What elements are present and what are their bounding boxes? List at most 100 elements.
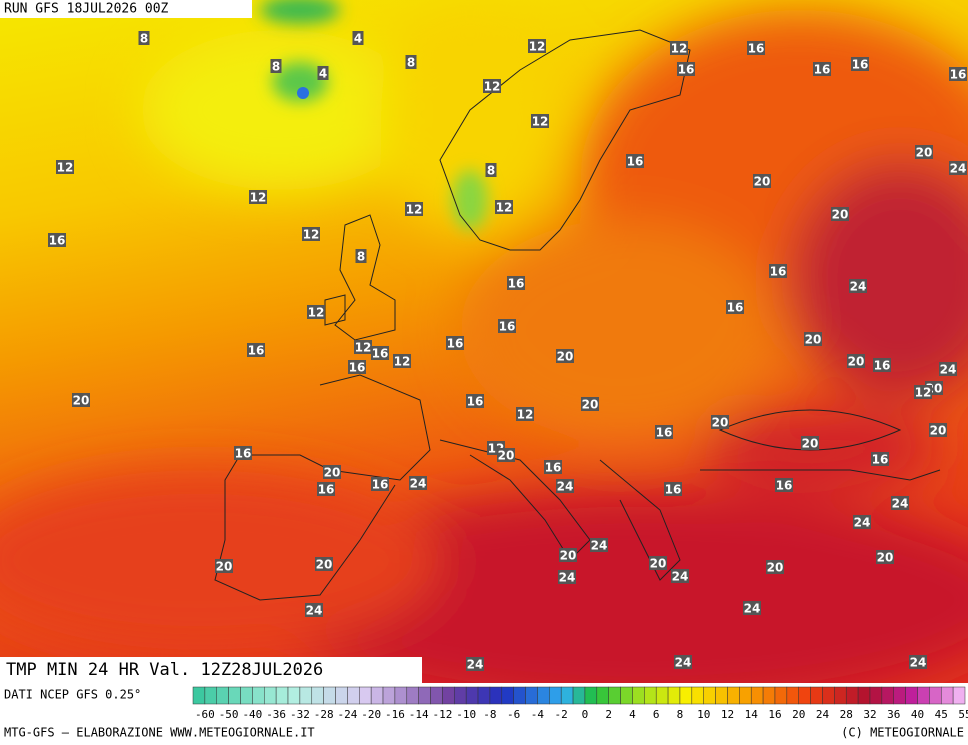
- label-box: [949, 161, 967, 175]
- map-label: 16: [248, 344, 265, 358]
- map-label: 16: [235, 447, 252, 461]
- label-box: [711, 415, 729, 429]
- colorbar-swatch: [655, 686, 669, 705]
- map-label: 16: [678, 63, 695, 77]
- colorbar-swatch: [513, 686, 526, 705]
- colorbar-label: 28: [840, 708, 853, 721]
- map-label: 16: [349, 361, 366, 375]
- colorbar-label: 12: [721, 708, 734, 721]
- colorbar-swatch: [822, 686, 835, 705]
- colorbar-label: -2: [555, 708, 568, 721]
- map-label: 20: [930, 424, 947, 438]
- colorbar-swatch: [560, 686, 574, 705]
- map-title: TMP MIN 24 HR Val. 12Z28JUL2026: [6, 660, 323, 680]
- map-label: 12: [529, 40, 546, 54]
- colorbar-label: 14: [745, 708, 759, 721]
- source: DATI NCEP GFS 0.25°: [4, 688, 141, 702]
- map-label: 16: [467, 395, 484, 409]
- label-box: [315, 557, 333, 571]
- label-box: [590, 538, 608, 552]
- label-box: [405, 202, 423, 216]
- map-label: 12: [355, 341, 372, 355]
- map-label: 24: [910, 656, 927, 670]
- map-label: 20: [324, 466, 341, 480]
- colorbar-swatch: [430, 686, 443, 705]
- label-box: [371, 477, 389, 491]
- label-box: [544, 460, 562, 474]
- map-labels: 8 4 8 4 8 12 12 16 16 16 16 16 12 12 16 20 24 12 8 20 12 12 12…: [48, 31, 967, 672]
- label-box: [581, 397, 599, 411]
- colorbar-swatch: [940, 686, 954, 705]
- colorbar-label: -10: [456, 708, 476, 721]
- colorbar-swatch: [774, 686, 788, 705]
- colorbar-swatch: [264, 686, 277, 705]
- label-box: [497, 448, 515, 462]
- colorbar-label: 8: [677, 708, 684, 721]
- map-label: 20: [754, 175, 771, 189]
- map-label: 20: [557, 350, 574, 364]
- map-label: 24: [672, 570, 689, 584]
- map-label: 24: [850, 280, 867, 294]
- colorbar: -60 -50 -40 -36 -32 -28 -24 -20 -16 -14 -12 -10 -8 -6…: [192, 686, 968, 721]
- label-box: [915, 145, 933, 159]
- header-box: [0, 0, 252, 18]
- label-box: [556, 349, 574, 363]
- label-box: [939, 362, 957, 376]
- colorbar-swatch: [644, 686, 657, 705]
- label-box: [302, 227, 320, 241]
- colorbar-swatch: [275, 686, 289, 705]
- map-label: 24: [854, 516, 871, 530]
- label-box: [446, 336, 464, 350]
- colorbar-swatch: [608, 686, 621, 705]
- label-box: [851, 57, 869, 71]
- map-label: 16: [770, 265, 787, 279]
- colorbar-label: -24: [337, 708, 357, 721]
- label-box: [307, 305, 325, 319]
- colorbar-label: -8: [483, 708, 496, 721]
- colorbar-swatch: [489, 686, 503, 705]
- map-label: 12: [484, 80, 501, 94]
- label-box: [670, 41, 688, 55]
- map-label: 24: [467, 658, 484, 672]
- label-box: [48, 233, 66, 247]
- map-label: 16: [318, 483, 335, 497]
- temperature-field: [0, 10, 968, 710]
- colorbar-swatch: [382, 686, 396, 705]
- map-label: 20: [805, 333, 822, 347]
- colorbar-swatch: [525, 686, 538, 705]
- label-box: [914, 385, 932, 399]
- colorbar-swatch: [786, 686, 799, 705]
- label-box: [664, 482, 682, 496]
- label-box: [305, 603, 323, 617]
- colorbar-swatch: [394, 686, 408, 705]
- cold-spots: [260, 0, 488, 230]
- colorbar-label: -28: [314, 708, 334, 721]
- colorbar-swatch: [228, 686, 241, 705]
- map-label: 12: [303, 228, 320, 242]
- map-label: 20: [560, 549, 577, 563]
- map-label: 16: [627, 155, 644, 169]
- colorbar-label: 24: [816, 708, 830, 721]
- map-label: 16: [665, 483, 682, 497]
- label-box: [743, 601, 761, 615]
- colorbar-swatch: [323, 686, 336, 705]
- map-label: 24: [950, 162, 967, 176]
- colorbar-swatch: [347, 686, 360, 705]
- map-label: 12: [915, 386, 932, 400]
- label-box: [853, 515, 871, 529]
- label-box: [498, 319, 516, 333]
- label-box: [56, 160, 74, 174]
- colorbar-swatch: [620, 686, 633, 705]
- label-box: [556, 479, 574, 493]
- map-label: 20: [712, 416, 729, 430]
- map-label: 16: [748, 42, 765, 56]
- title-box: [0, 657, 422, 683]
- label-box: [891, 496, 909, 510]
- credit: MTG-GFS — ELABORAZIONE WWW.METEOGIORNALE…: [4, 726, 315, 740]
- colorbar-swatch: [311, 686, 324, 705]
- label-box: [405, 55, 417, 69]
- map-label: 20: [73, 394, 90, 408]
- label-box: [215, 559, 233, 573]
- colorbar-label: -4: [531, 708, 545, 721]
